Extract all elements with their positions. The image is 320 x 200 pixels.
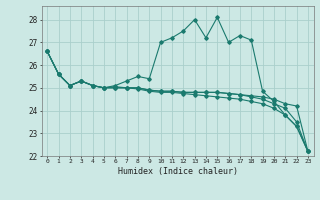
X-axis label: Humidex (Indice chaleur): Humidex (Indice chaleur) xyxy=(118,167,237,176)
